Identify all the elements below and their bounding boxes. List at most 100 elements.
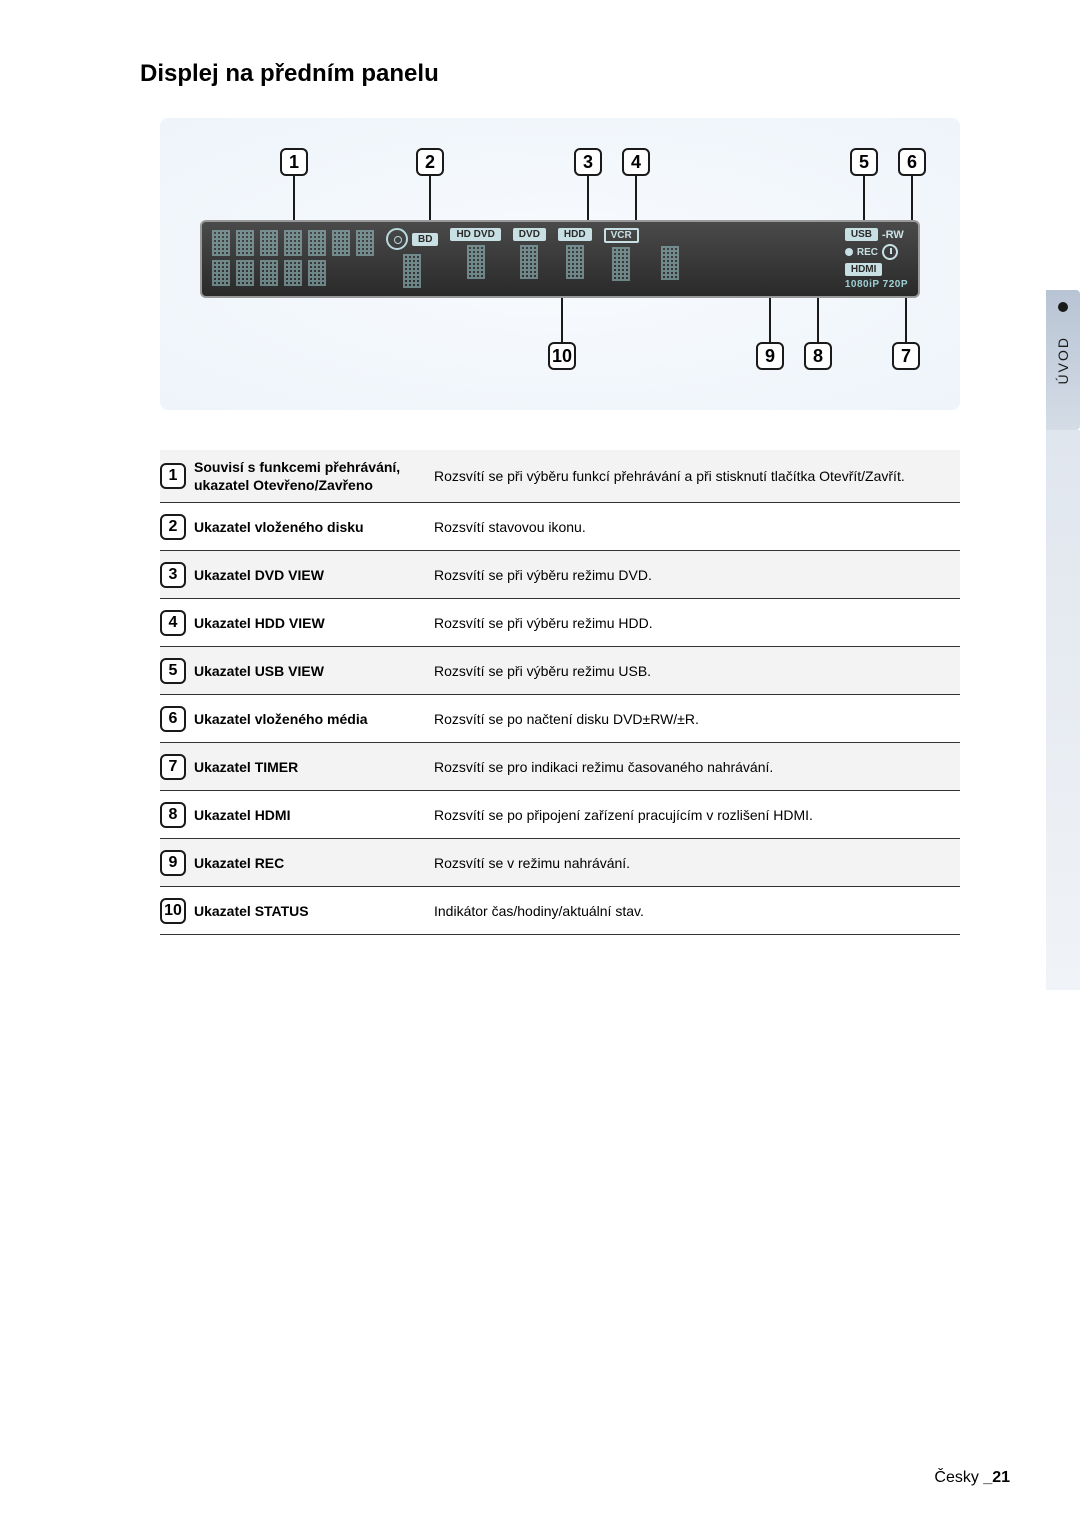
callout-line-icon <box>293 176 295 220</box>
legend-desc: Rozsvítí se po načtení disku DVD±RW/±R. <box>434 710 699 728</box>
segment-icon <box>403 254 421 288</box>
callout-num: 1 <box>280 148 308 176</box>
front-panel-diagram: 1 2 3 4 5 6 <box>160 118 960 410</box>
legend-label: Ukazatel vloženého disku <box>194 518 434 536</box>
callout-row-top: 1 2 3 4 5 6 <box>240 148 920 220</box>
callout-num: 6 <box>160 706 186 732</box>
segment-icon <box>284 230 302 256</box>
callout-line-icon <box>911 176 913 220</box>
badge-hdmi: HDMI <box>845 263 883 276</box>
legend-desc: Rozsvítí se při výběru režimu DVD. <box>434 566 652 584</box>
callout-num: 10 <box>160 898 186 924</box>
vcr-column: VCR <box>604 228 639 281</box>
legend-desc: Rozsvítí se při výběru režimu USB. <box>434 662 651 680</box>
callout-line-icon <box>817 298 819 342</box>
callout-num: 5 <box>160 658 186 684</box>
segment-icon <box>236 230 254 256</box>
callout-1: 1 <box>280 148 308 220</box>
segment-icon <box>212 260 230 286</box>
legend-label: Ukazatel DVD VIEW <box>194 566 434 584</box>
legend-desc: Rozsvítí se v režimu nahrávání. <box>434 854 630 872</box>
callout-5: 5 <box>850 148 878 220</box>
legend-label: Ukazatel TIMER <box>194 758 434 776</box>
badge-vcr: VCR <box>604 228 639 243</box>
legend-label: Souvisí s funkcemi přehrávání, ukazatel … <box>194 458 434 494</box>
callout-num: 4 <box>160 610 186 636</box>
callout-row-bottom: 10 9 8 7 <box>240 298 920 370</box>
disc-icon <box>386 228 408 250</box>
callout-10: 10 <box>548 298 576 370</box>
callout-num: 3 <box>574 148 602 176</box>
callout-num: 4 <box>622 148 650 176</box>
callout-line-icon <box>863 176 865 220</box>
callout-line-icon <box>561 298 563 342</box>
table-row: 5 Ukazatel USB VIEW Rozsvítí se při výbě… <box>160 647 960 695</box>
callout-num: 2 <box>416 148 444 176</box>
hddvd-column: HD DVD <box>450 228 500 279</box>
rec-dot-icon <box>845 248 853 256</box>
hdd-column: HDD <box>558 228 592 279</box>
table-row: 4 Ukazatel HDD VIEW Rozsvítí se při výbě… <box>160 599 960 647</box>
callout-num: 10 <box>548 342 576 370</box>
segment-icon <box>260 230 278 256</box>
page-footer: Česky _21 <box>934 1469 1010 1487</box>
badge-rw: -RW <box>882 229 904 241</box>
segment-icon <box>661 246 679 280</box>
callout-line-icon <box>429 176 431 220</box>
callout-num: 9 <box>756 342 784 370</box>
callout-num: 2 <box>160 514 186 540</box>
callout-line-icon <box>769 298 771 342</box>
side-tab-dot-icon <box>1058 302 1068 312</box>
footer-page-num: _21 <box>983 1469 1010 1486</box>
legend-desc: Rozsvítí se pro indikaci režimu časované… <box>434 758 773 776</box>
legend-label: Ukazatel STATUS <box>194 902 434 920</box>
segment-icon <box>308 230 326 256</box>
lcd-main-status <box>212 228 374 286</box>
callout-line-icon <box>635 176 637 220</box>
badge-usb: USB <box>845 228 878 241</box>
resolution-text: 1080iP 720P <box>845 279 908 290</box>
table-row: 9 Ukazatel REC Rozsvítí se v režimu nahr… <box>160 839 960 887</box>
callout-num: 8 <box>160 802 186 828</box>
segment-icon <box>566 245 584 279</box>
segment-icon <box>236 260 254 286</box>
disc-column: BD <box>386 228 438 288</box>
callout-num: 7 <box>892 342 920 370</box>
callout-num: 8 <box>804 342 832 370</box>
side-tab-label: ÚVOD <box>1055 336 1071 384</box>
legend-desc: Rozsvítí se při výběru funkcí přehrávání… <box>434 467 905 485</box>
legend-label: Ukazatel vloženého média <box>194 710 434 728</box>
segment-icon <box>467 245 485 279</box>
callout-num: 7 <box>160 754 186 780</box>
legend-label: Ukazatel USB VIEW <box>194 662 434 680</box>
callout-line-icon <box>587 176 589 220</box>
badge-hddvd: HD DVD <box>450 228 500 241</box>
badge-hdd: HDD <box>558 228 592 241</box>
callout-9: 9 <box>756 298 784 370</box>
badge-rec: REC <box>857 247 878 258</box>
callout-4: 4 <box>622 148 650 220</box>
legend-label: Ukazatel HDMI <box>194 806 434 824</box>
table-row: 3 Ukazatel DVD VIEW Rozsvítí se při výbě… <box>160 551 960 599</box>
callout-num: 9 <box>160 850 186 876</box>
callout-7: 7 <box>892 298 920 370</box>
legend-label: Ukazatel HDD VIEW <box>194 614 434 632</box>
table-row: 7 Ukazatel TIMER Rozsvítí se pro indikac… <box>160 743 960 791</box>
callout-num: 5 <box>850 148 878 176</box>
callout-8: 8 <box>804 298 832 370</box>
segment-icon <box>612 247 630 281</box>
segment-icon <box>212 230 230 256</box>
callout-2: 2 <box>416 148 444 220</box>
legend-desc: Rozsvítí stavovou ikonu. <box>434 518 586 536</box>
badge-bd: BD <box>412 233 438 246</box>
callout-num: 3 <box>160 562 186 588</box>
segment-icon <box>284 260 302 286</box>
segment-icon <box>308 260 326 286</box>
legend-table: 1 Souvisí s funkcemi přehrávání, ukazate… <box>160 450 960 935</box>
right-indicator-stack: USB -RW REC HDMI 1080iP 720P <box>845 228 908 290</box>
spare-column <box>661 228 679 280</box>
callout-3: 3 <box>574 148 602 220</box>
callout-6: 6 <box>898 148 926 220</box>
timer-icon <box>882 244 898 260</box>
legend-desc: Rozsvítí se po připojení zařízení pracuj… <box>434 806 813 824</box>
